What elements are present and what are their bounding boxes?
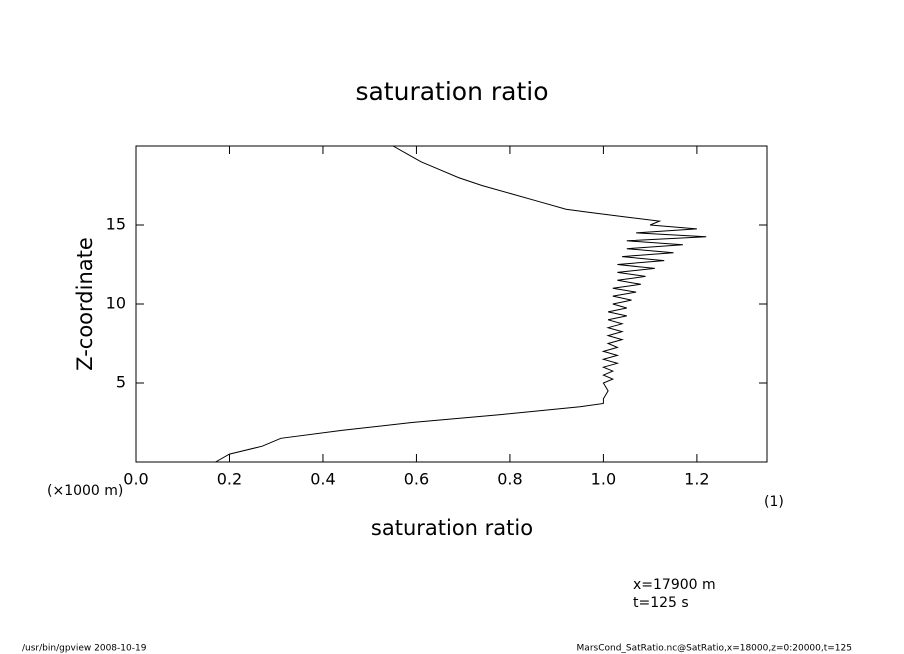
x-tick-label: 1.0 xyxy=(591,470,616,489)
chart-title: saturation ratio xyxy=(355,77,548,106)
annotation: x=17900 m xyxy=(633,577,716,593)
y-tick-label: 10 xyxy=(106,294,126,313)
profile-line xyxy=(215,145,707,463)
x-axis-label: saturation ratio xyxy=(371,516,533,540)
y-tick-label: 15 xyxy=(106,215,126,234)
x-tick-label: 0.8 xyxy=(497,470,522,489)
annotation: t=125 s xyxy=(633,595,689,611)
x-tick-label: 0.0 xyxy=(123,470,148,489)
y-tick-label: 5 xyxy=(116,373,126,392)
x-tick-label: 1.2 xyxy=(684,470,709,489)
x-unit: (1) xyxy=(764,494,784,510)
x-tick-label: 0.6 xyxy=(404,470,429,489)
y-unit: (×1000 m) xyxy=(47,483,123,499)
footer: /usr/bin/gpview 2008-10-19 xyxy=(22,644,147,654)
y-axis-label: Z-coordinate xyxy=(73,237,97,371)
x-tick-label: 0.4 xyxy=(310,470,335,489)
x-tick-label: 0.2 xyxy=(217,470,242,489)
plot-frame xyxy=(135,145,768,463)
footer: MarsCond_SatRatio.nc@SatRatio,x=18000,z=… xyxy=(577,644,852,654)
